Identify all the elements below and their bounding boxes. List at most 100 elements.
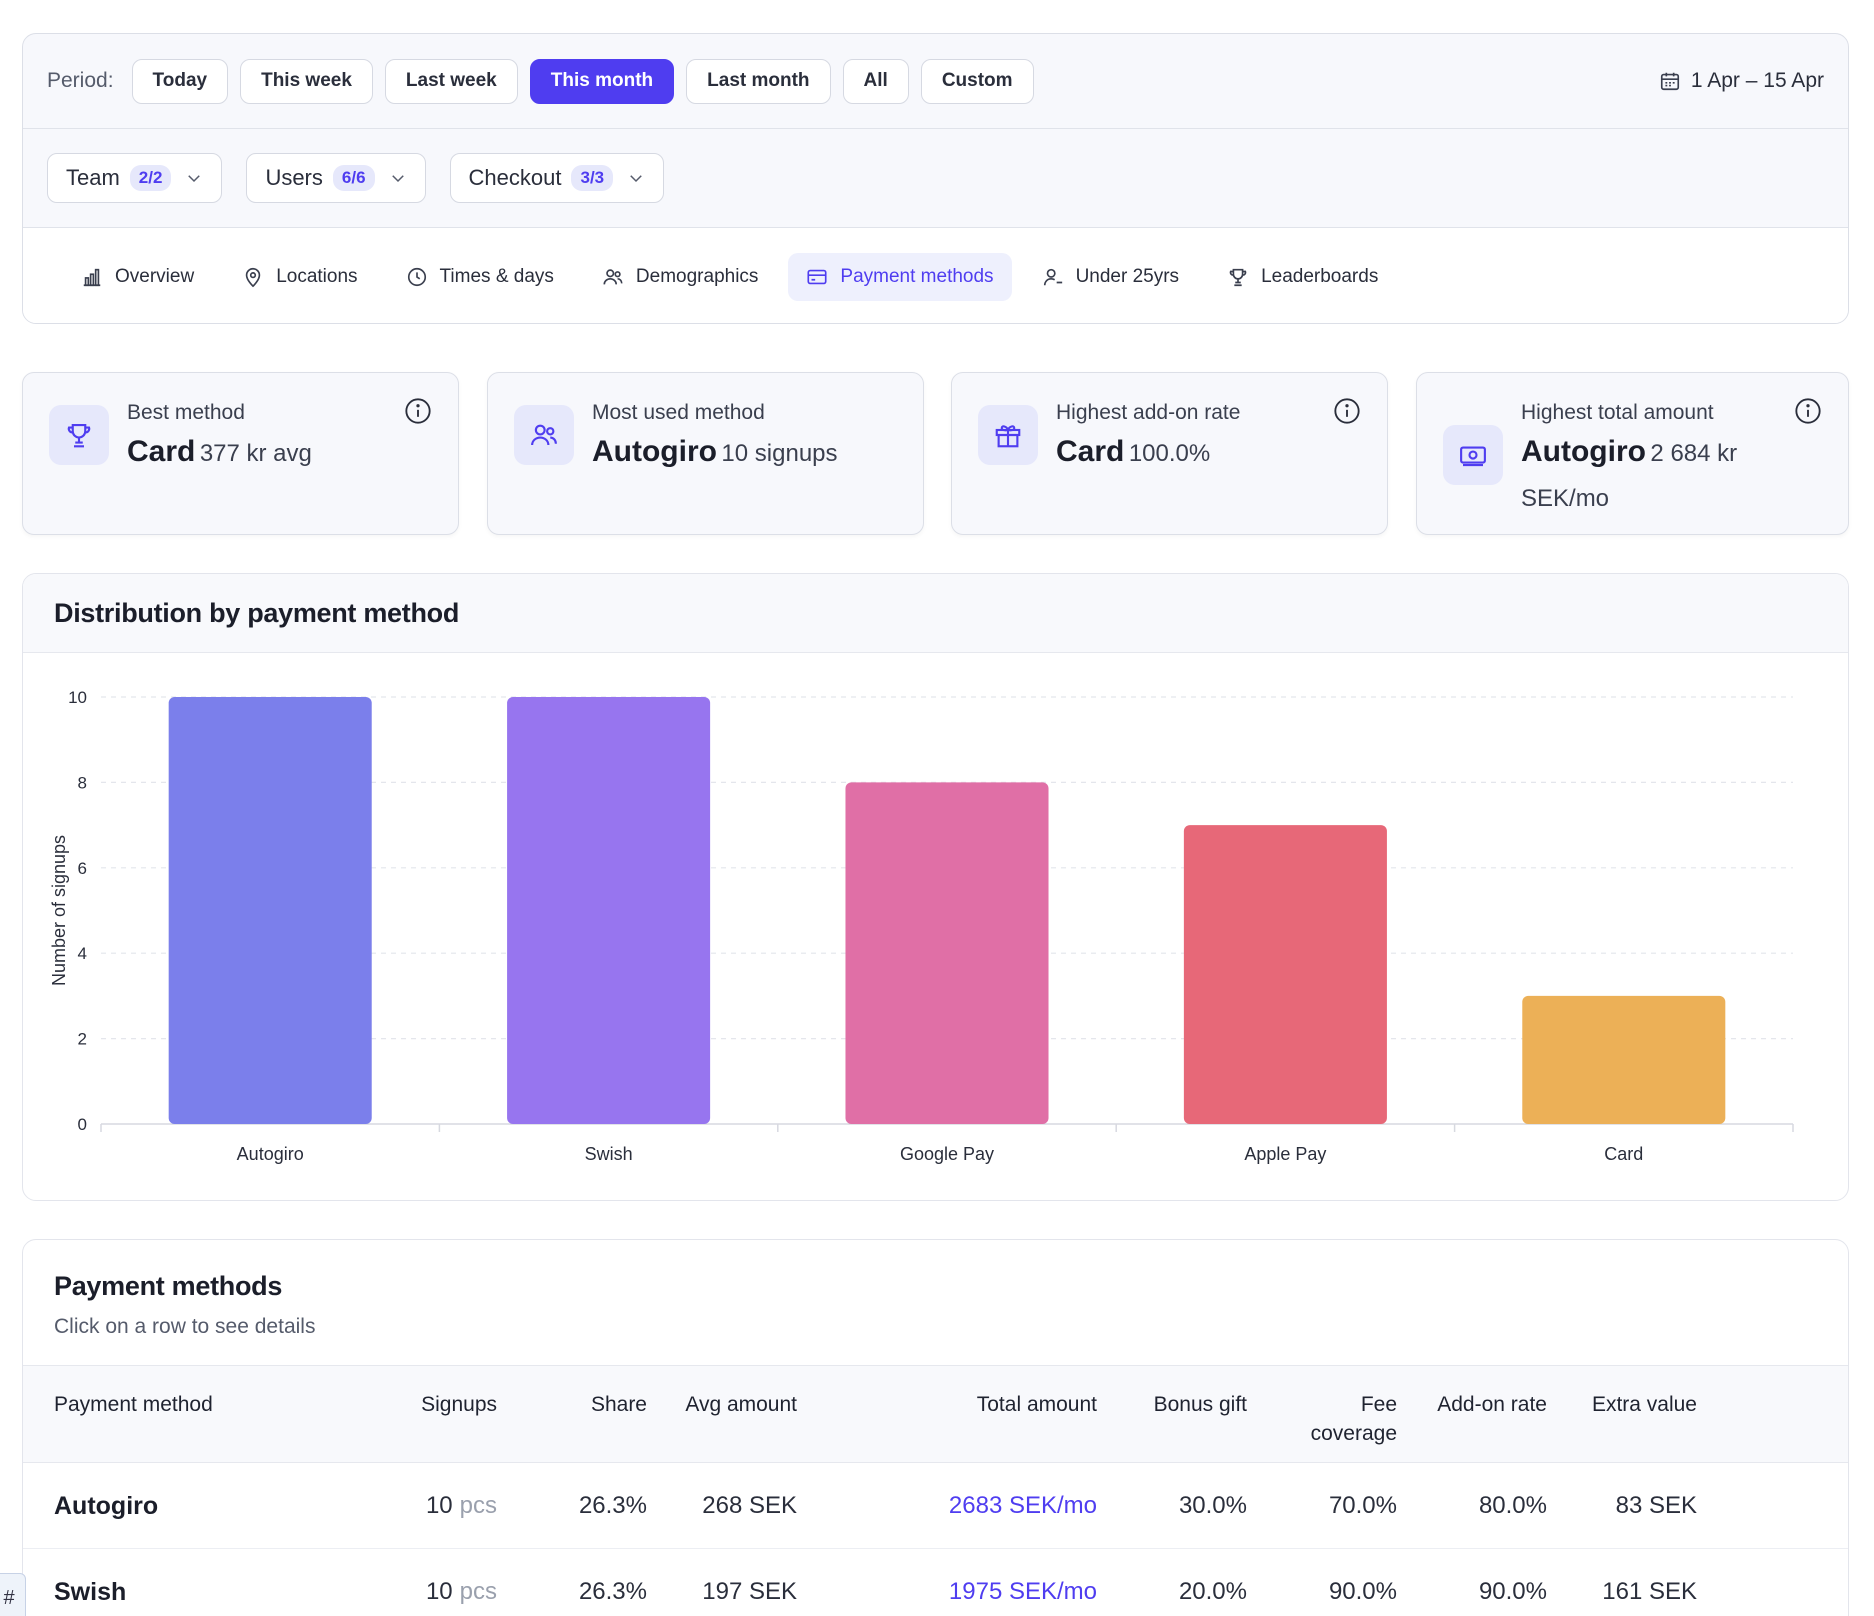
stat-card-best-method: Best method Card 377 kr avg [22,372,459,535]
col-header-addon-rate[interactable]: Add-on rate [1437,1393,1547,1416]
cell-avg-amount: 197 SEK [702,1578,797,1605]
chevron-down-icon [188,175,201,183]
x-tick-label: Autogiro [237,1144,304,1164]
card-label: Highest total amount [1521,401,1714,424]
col-header-share[interactable]: Share [590,1393,647,1416]
tab-locations[interactable]: Locations [224,253,375,301]
checkout-filter-label: Checkout [468,165,562,190]
card-value-main: Card [127,435,196,468]
info-icon[interactable] [1333,397,1361,425]
team-filter-badge: 2/2 [129,165,172,191]
tab-overview[interactable]: Overview [63,253,212,301]
table-row[interactable]: Autogiro 10 pcs 26.3% 268 SEK 2683 SEK/mo… [23,1463,1848,1549]
cell-signups: 10 pcs [383,1463,497,1549]
chart-header: Distribution by payment method [23,574,1848,653]
date-range-text: 1 Apr – 15 Apr [1690,69,1824,92]
card-value-detail: 2 684 kr SEK/mo [1521,440,1738,512]
payment-methods-table-card: Payment methods Click on a row to see de… [22,1239,1849,1616]
col-header-fee-line2: coverage [1310,1422,1397,1445]
col-header-avg-amount[interactable]: Avg amount [685,1393,797,1416]
tab-payment-methods[interactable]: Payment methods [788,252,1012,301]
tab-under-25yrs-label: Under 25yrs [1075,265,1180,287]
card-value: Autogiro 2 684 kr SEK/mo [1521,431,1821,523]
tab-overview-label: Overview [115,265,195,287]
card-icon-badge [49,405,109,465]
stat-card-total-amount: Highest total amount Autogiro 2 684 kr S… [1416,372,1849,535]
users-icon [603,268,623,284]
corner-hash-tag[interactable]: # [0,1573,26,1616]
cell-share: 26.3% [578,1578,647,1605]
cell-bonus-gift: 20.0% [1178,1578,1247,1605]
filter-row: Team 2/2 Users 6/6 Checkout 3/3 [23,128,1848,228]
card-icon-badge [514,405,574,465]
users-filter-dropdown[interactable]: Users 6/6 [246,153,426,203]
chart-title: Distribution by payment method [54,598,460,628]
team-filter-dropdown[interactable]: Team 2/2 [47,153,223,203]
tab-leaderboards[interactable]: Leaderboards [1209,253,1396,301]
y-tick-label: 0 [78,1115,87,1134]
card-label: Best method [127,401,245,424]
card-value-main: Autogiro [592,435,717,468]
filter-panel: Period: Today This week Last week This m… [22,33,1849,324]
info-icon[interactable] [1794,397,1822,425]
users-filter-badge: 6/6 [332,165,375,191]
col-header-fee-coverage[interactable]: Fee coverage [1257,1390,1397,1448]
cell-avg-amount: 268 SEK [702,1492,797,1519]
y-tick-label: 10 [68,688,87,707]
card-icon-badge [978,405,1038,465]
info-icon[interactable] [404,397,432,425]
gift-icon [995,425,1021,448]
tab-under-25yrs[interactable]: Under 25yrs [1024,253,1198,301]
map-pin-icon [245,267,261,287]
col-header-total-amount[interactable]: Total amount [976,1393,1097,1416]
period-this-month-button[interactable]: This month [529,58,675,104]
cell-total-amount-link[interactable]: 2683 SEK/mo [948,1492,1097,1519]
cell-share: 26.3% [578,1492,647,1519]
cell-extra-value: 161 SEK [1602,1578,1697,1605]
stat-card-most-used: Most used method Autogiro 10 signups [487,372,924,535]
trophy-icon [67,423,91,448]
period-last-month-button[interactable]: Last month [686,58,831,104]
y-tick-label: 2 [78,1030,87,1049]
cell-addon-rate: 80.0% [1478,1492,1547,1519]
banknote-icon [1460,446,1486,467]
cell-signups-value: 10 [425,1492,453,1519]
period-today-button[interactable]: Today [131,58,229,104]
table-row[interactable]: Swish 10 pcs 26.3% 197 SEK 1975 SEK/mo 20… [23,1549,1848,1616]
card-value: Card 377 kr avg [127,431,427,478]
card-value: Autogiro 10 signups [592,431,892,478]
team-filter-label: Team [66,165,120,190]
date-range[interactable]: 1 Apr – 15 Apr [1659,34,1824,128]
tab-times-days-label: Times & days [439,265,554,287]
col-header-signups[interactable]: Signups [421,1393,497,1416]
table-header-row: Payment method Signups Share Avg amount … [23,1365,1848,1463]
cell-addon-rate: 90.0% [1478,1578,1547,1605]
card-value-main: Autogiro [1521,435,1646,468]
col-header-payment-method[interactable]: Payment method [54,1393,213,1416]
col-header-extra-value[interactable]: Extra value [1591,1393,1697,1416]
cell-signups-unit: pcs [459,1578,497,1605]
period-row: Period: Today This week Last week This m… [23,34,1848,128]
y-tick-label: 8 [78,773,87,792]
trophy-icon [1229,268,1247,286]
distribution-chart-card: Distribution by payment method 0 2 4 6 8 10 Nu… [22,573,1849,1201]
bar-swish [507,697,711,1124]
card-label: Highest add-on rate [1056,401,1241,424]
period-custom-button[interactable]: Custom [920,58,1034,104]
tab-demographics[interactable]: Demographics [584,253,777,301]
period-this-week-button[interactable]: This week [240,58,373,104]
period-all-button[interactable]: All [842,58,909,104]
bar-autogiro [168,697,372,1124]
checkout-filter-dropdown[interactable]: Checkout 3/3 [449,153,665,203]
cell-total-amount-link[interactable]: 1975 SEK/mo [948,1578,1097,1605]
bar-chart-icon [83,268,101,286]
bar-card [1522,995,1726,1124]
col-header-bonus-gift[interactable]: Bonus gift [1153,1393,1247,1416]
tab-times-days[interactable]: Times & days [388,253,572,301]
cell-extra-value: 83 SEK [1615,1492,1697,1519]
card-value-detail: 10 signups [721,440,838,467]
period-last-week-button[interactable]: Last week [384,58,518,104]
clock-icon [407,267,426,286]
checkout-filter-badge: 3/3 [571,165,614,191]
card-value-detail: 377 kr avg [199,440,312,467]
